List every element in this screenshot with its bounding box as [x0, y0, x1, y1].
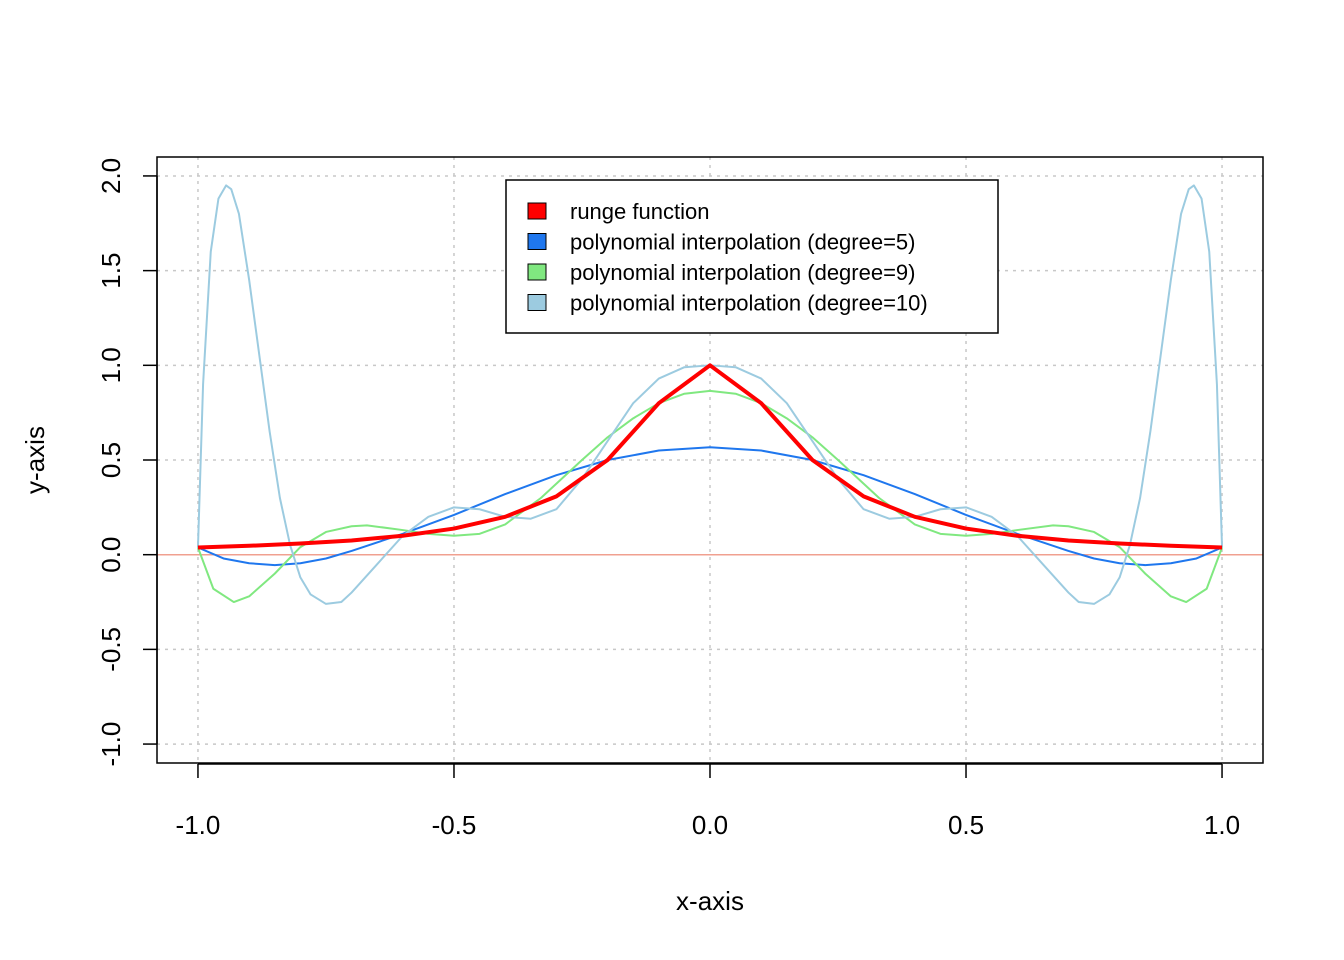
legend-swatch [527, 263, 547, 281]
legend-swatch [527, 233, 547, 250]
series-line-2 [197, 389, 1223, 604]
legend-swatch [527, 294, 547, 311]
legend-label: polynomial interpolation (degree=10) [570, 291, 928, 316]
legend-swatch [527, 202, 547, 220]
series-line-0 [197, 363, 1223, 550]
axis-layer: -1.0 -0.5 0.0 0.5 1.0 -1.0 -0.5 0.0 0.5 1.0 1.5 2.0 [96, 158, 1240, 840]
y-tick-label: 1.0 [96, 347, 126, 383]
y-tick-label: 0.0 [96, 537, 126, 573]
y-tick-label: 2.0 [96, 158, 126, 194]
x-tick-label: -0.5 [432, 810, 477, 840]
x-tick-label: -1.0 [176, 810, 221, 840]
series-layer [196, 184, 1224, 605]
series-line-1 [197, 446, 1223, 567]
legend-label: runge function [570, 199, 709, 224]
x-tick-label: 0.0 [692, 810, 728, 840]
x-tick-label: 1.0 [1204, 810, 1240, 840]
y-tick-label: 1.5 [96, 253, 126, 289]
x-axis-title: x-axis [676, 886, 744, 916]
x-tick-label: 0.5 [948, 810, 984, 840]
legend-label: polynomial interpolation (degree=9) [570, 260, 916, 285]
legend-label: polynomial interpolation (degree=5) [570, 230, 916, 255]
legend-box [505, 179, 999, 334]
legend: runge function polynomial interpolation (… [505, 179, 999, 334]
y-axis-title: y-axis [20, 426, 50, 494]
y-tick-label: -0.5 [96, 627, 126, 672]
y-tick-label: -1.0 [96, 722, 126, 767]
y-tick-label: 0.5 [96, 442, 126, 478]
